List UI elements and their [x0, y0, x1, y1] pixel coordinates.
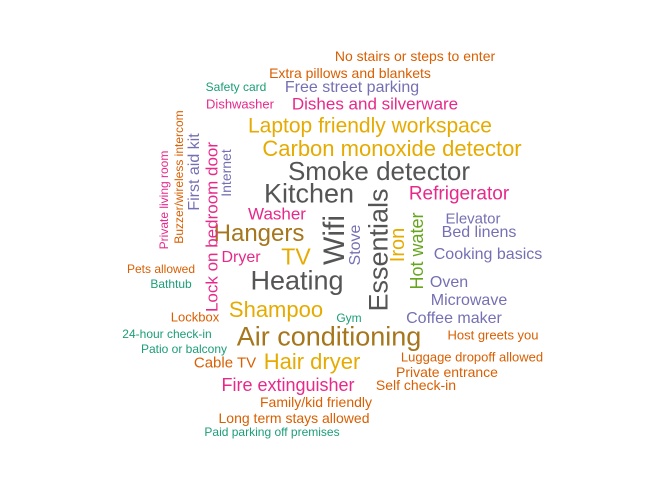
word: Extra pillows and blankets — [269, 65, 431, 81]
word: Iron — [387, 227, 409, 263]
word: Bed linens — [441, 224, 517, 241]
word: Long term stays allowed — [218, 410, 370, 426]
word: Stove — [347, 224, 364, 266]
word: TV — [281, 243, 311, 270]
word: Wifi — [318, 215, 351, 265]
word: Luggage dropoff allowed — [400, 349, 544, 365]
word: Dishwasher — [206, 96, 274, 112]
word: Hair dryer — [263, 349, 361, 374]
word: Microwave — [430, 292, 508, 309]
word: 24-hour check-in — [122, 327, 212, 341]
word: Paid parking off premises — [204, 425, 340, 439]
word: Fire extinguisher — [221, 375, 355, 395]
word: Hot water — [407, 212, 427, 290]
word: Oven — [429, 274, 469, 291]
word: Dryer — [221, 249, 261, 266]
word: First aid kit — [186, 133, 203, 211]
word: No stairs or steps to enter — [334, 48, 496, 64]
word: Laptop friendly workspace — [248, 114, 492, 138]
word: Shampoo — [228, 297, 324, 322]
word: Heating — [250, 265, 344, 296]
word: Free street parking — [284, 79, 420, 96]
word: Carbon monoxide detector — [262, 136, 522, 161]
word: Patio or balcony — [140, 342, 228, 356]
word: Washer — [248, 204, 306, 224]
word: Air conditioning — [236, 321, 422, 352]
word: Self check-in — [375, 377, 457, 393]
word: Safety card — [205, 80, 267, 94]
word: Hangers — [213, 220, 305, 247]
word: Smoke detector — [287, 156, 471, 186]
word: Gym — [336, 311, 362, 325]
word: Bathtub — [150, 277, 192, 291]
word: Dishes and silverware — [291, 94, 459, 114]
word: Coffee maker — [406, 310, 502, 327]
word: Host greets you — [447, 327, 539, 343]
word: Cable TV — [193, 354, 257, 372]
word: Refrigerator — [408, 183, 510, 205]
word: Buzzer/wireless intercom — [172, 110, 186, 244]
word: Internet — [218, 149, 234, 197]
word: Cooking basics — [433, 246, 543, 263]
word: Lockbox — [170, 309, 220, 325]
word: Elevator — [445, 210, 501, 228]
word: Private living room — [157, 150, 171, 250]
word: Family/kid friendly — [259, 394, 373, 410]
word: Private entrance — [396, 364, 498, 380]
word: Pets allowed — [126, 262, 196, 276]
word: Kitchen — [263, 178, 355, 209]
